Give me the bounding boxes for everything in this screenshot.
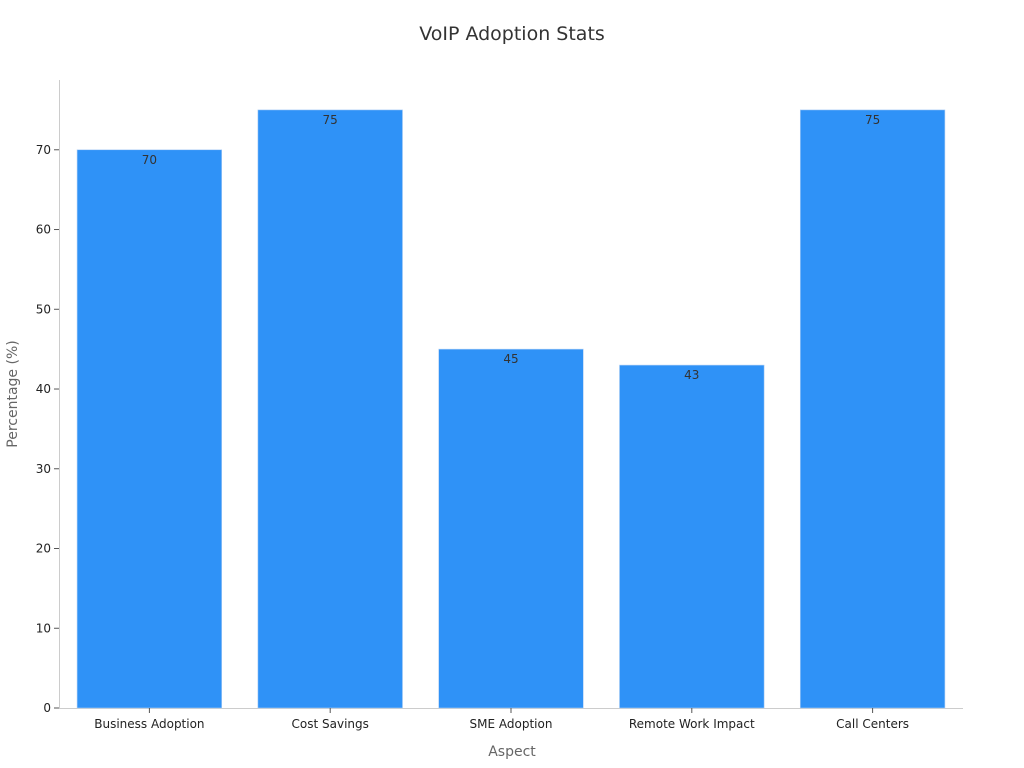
bar-data-label: 75	[323, 113, 338, 127]
bar-data-label: 43	[684, 368, 699, 382]
x-tick-label: Business Adoption	[94, 717, 204, 731]
x-tick-label: Remote Work Impact	[629, 717, 755, 731]
bar-data-label: 45	[503, 352, 518, 366]
y-tick-label: 0	[43, 701, 51, 715]
bar	[438, 348, 584, 709]
bar-data-label: 75	[865, 113, 880, 127]
bar-data-label: 70	[142, 153, 157, 167]
bars-group: 70 75 45 43 75	[76, 109, 946, 709]
x-axis-label: Aspect	[488, 744, 536, 760]
y-tick-label: 40	[36, 382, 51, 396]
y-tick-label: 50	[36, 302, 51, 316]
bar	[799, 109, 946, 709]
y-tick-label: 20	[36, 542, 51, 556]
x-axis-ticks: Business Adoption Cost Savings SME Adoptio…	[94, 708, 909, 731]
bar	[257, 109, 403, 709]
x-tick-label: Cost Savings	[292, 717, 369, 731]
y-tick-label: 70	[36, 143, 51, 157]
bar	[619, 364, 765, 709]
y-tick-label: 10	[36, 621, 51, 635]
x-tick-label: SME Adoption	[470, 717, 553, 731]
x-tick-label: Call Centers	[836, 717, 909, 731]
chart-title: VoIP Adoption Stats	[419, 23, 605, 45]
bar	[76, 149, 223, 709]
y-tick-label: 60	[36, 223, 51, 237]
y-axis-label: Percentage (%)	[5, 340, 21, 447]
y-tick-label: 30	[36, 462, 51, 476]
y-axis-ticks: 0 10 20 30 40 50 60 70	[36, 143, 59, 715]
